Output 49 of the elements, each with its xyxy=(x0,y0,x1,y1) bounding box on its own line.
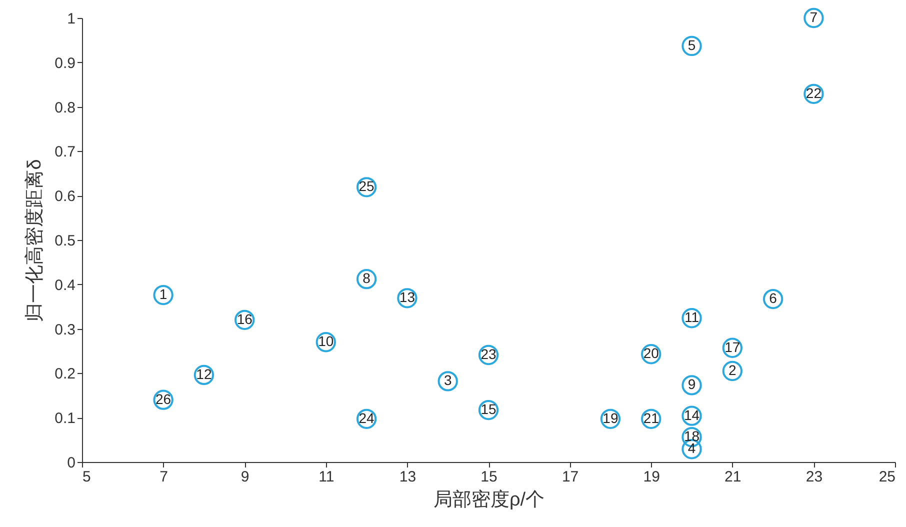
x-tick-label: 11 xyxy=(318,468,334,486)
y-tick-label: 0.4 xyxy=(54,276,76,294)
y-tick-label: 1 xyxy=(67,10,76,28)
y-tick-label: 0.8 xyxy=(54,99,76,116)
annotation: 9 xyxy=(688,376,696,392)
annotation: 13 xyxy=(399,289,416,306)
annotation: 25 xyxy=(358,178,375,194)
annotation: 21 xyxy=(643,410,660,426)
annotation: 17 xyxy=(724,338,740,355)
x-tick-label: 9 xyxy=(240,468,250,486)
annotation: 1 xyxy=(159,286,168,302)
annotation: 6 xyxy=(769,290,778,306)
y-tick-label: 0 xyxy=(67,454,76,472)
x-tick-label: 21 xyxy=(724,468,742,486)
annotation: 7 xyxy=(810,9,818,25)
x-tick-label: 25 xyxy=(878,468,896,486)
annotation: 11 xyxy=(684,309,700,326)
annotation: 14 xyxy=(684,406,700,423)
x-tick-label: 17 xyxy=(562,468,579,486)
x-tick-label: 7 xyxy=(160,468,168,486)
x-tick-label: 15 xyxy=(480,468,498,486)
y-tick-label: 0.9 xyxy=(54,54,76,72)
x-tick-label: 5 xyxy=(82,468,91,486)
x-axis-title: 局部密度ρ/个 xyxy=(433,488,545,510)
annotation: 8 xyxy=(362,270,371,286)
annotation: 12 xyxy=(196,366,212,382)
annotation: 19 xyxy=(602,410,618,426)
annotation: 18 xyxy=(684,428,700,444)
annotation: 20 xyxy=(643,345,660,362)
x-tick-label: 23 xyxy=(806,468,823,486)
annotation: 16 xyxy=(236,310,253,327)
annotation: 15 xyxy=(480,401,496,418)
y-axis-title: 归一化高密度距离δ xyxy=(24,159,46,322)
annotation: 2 xyxy=(728,362,736,378)
annotation: 10 xyxy=(318,333,334,350)
annotation: 22 xyxy=(806,84,822,101)
annotation: 5 xyxy=(688,36,696,53)
y-tick-label: 0.5 xyxy=(54,232,76,250)
x-tick-label: 19 xyxy=(643,468,660,486)
y-tick-label: 0.3 xyxy=(54,321,76,338)
y-tick-label: 0.2 xyxy=(54,366,76,383)
annotation: 3 xyxy=(444,372,452,388)
y-tick-label: 0.6 xyxy=(54,188,76,206)
y-tick-label: 0.1 xyxy=(54,410,76,428)
y-tick-label: 0.7 xyxy=(54,144,76,161)
annotation: 23 xyxy=(480,346,496,362)
annotation: 24 xyxy=(358,410,375,426)
annotation: 26 xyxy=(156,390,172,407)
x-tick-label: 13 xyxy=(399,468,416,486)
